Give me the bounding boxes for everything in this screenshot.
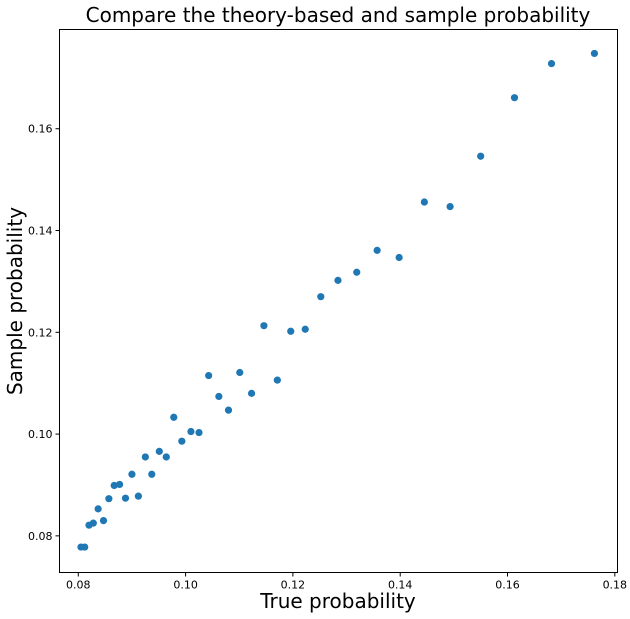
data-point [178,437,186,445]
data-point [273,376,281,384]
data-point [510,94,519,102]
data-point [94,505,102,513]
data-point [195,428,203,437]
data-point [420,198,428,206]
data-point [187,427,195,436]
data-point [81,543,89,551]
data-point [155,447,163,455]
data-point [128,470,136,478]
data-point [353,268,361,276]
y-axis-label: Sample probability [3,207,27,395]
x-tick-label: 0.16 [495,579,520,592]
data-point [446,203,454,211]
y-tick-label: 0.10 [28,428,53,441]
data-point [141,453,149,461]
y-tick-label: 0.16 [28,123,53,136]
data-point [110,481,118,490]
data-point [590,49,599,58]
data-point [236,368,244,377]
data-points [77,49,599,551]
data-point [162,453,170,461]
data-point [317,293,325,301]
y-tick-label: 0.08 [28,530,53,543]
data-point [247,389,256,397]
data-point [134,492,142,500]
data-point [301,325,309,333]
y-axis-ticks: 0.08 0.10 0.12 0.14 0.16 [28,123,60,543]
x-axis-label: True probability [259,589,416,613]
data-point [99,516,108,525]
data-point [334,276,342,284]
data-point [205,371,213,380]
data-point [260,322,268,330]
data-point [395,253,403,262]
plot-frame [59,29,618,573]
data-point [477,152,485,160]
data-point [373,246,381,254]
x-tick-label: 0.12 [281,579,306,592]
data-point [121,494,130,502]
data-point [224,406,233,414]
x-axis-ticks: 0.08 0.10 0.12 0.14 0.16 0.18 [66,572,628,592]
data-point [89,519,97,527]
data-point [115,480,124,489]
x-tick-label: 0.18 [603,579,628,592]
x-tick-label: 0.08 [66,579,91,592]
x-tick-label: 0.10 [173,579,198,592]
data-point [287,327,295,335]
data-point [105,495,113,503]
data-point [170,413,178,421]
data-point [547,60,556,68]
y-tick-label: 0.14 [28,225,53,238]
chart-title: Compare the theory-based and sample prob… [86,3,591,27]
x-tick-label: 0.14 [388,579,413,592]
y-tick-label: 0.12 [28,326,53,339]
data-point [215,392,223,401]
data-point [148,470,156,478]
